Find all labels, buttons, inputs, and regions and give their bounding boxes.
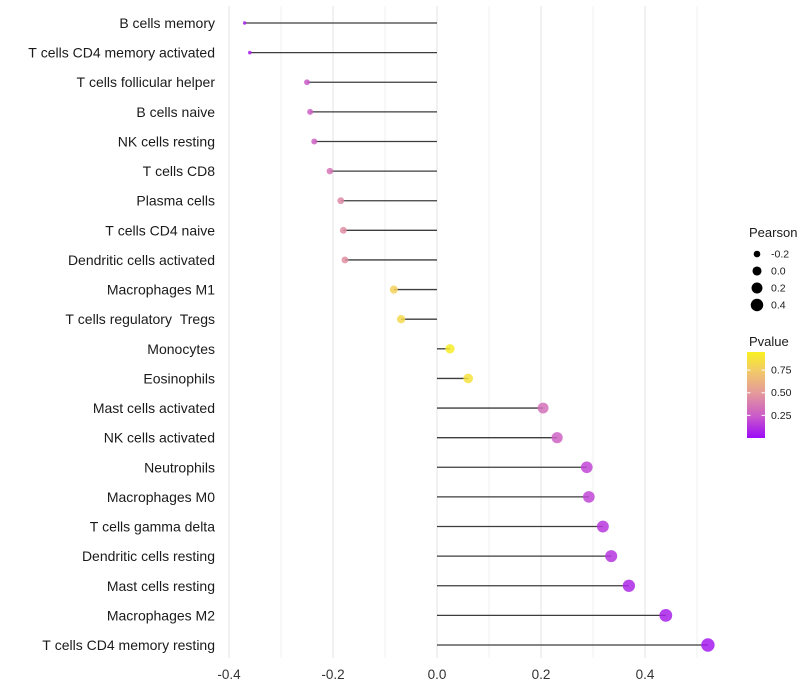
y-axis-label: NK cells resting: [118, 133, 215, 149]
y-axis-label: Mast cells resting: [107, 578, 215, 594]
y-axis-label: T cells CD8: [143, 163, 216, 179]
y-axis-label: T cells follicular helper: [77, 74, 216, 90]
y-axis-label: Plasma cells: [136, 193, 215, 209]
legend-pvalue-tick-label: 0.50: [771, 387, 792, 399]
y-axis-label: B cells naive: [136, 104, 215, 120]
lollipop-point: [339, 226, 347, 234]
lollipop-point: [389, 285, 398, 294]
lollipop-point: [537, 402, 549, 414]
lollipop-point: [463, 373, 474, 384]
legend-size-dot: [753, 250, 761, 258]
x-axis-tick-label: 0.0: [428, 667, 447, 682]
lollipop-point: [580, 461, 593, 474]
x-axis-tick-label: -0.4: [217, 667, 241, 682]
y-axis-label: NK cells activated: [104, 430, 215, 446]
legend-size-dot: [751, 282, 763, 294]
y-axis-label: Macrophages M2: [107, 607, 215, 623]
x-axis-tick-label: -0.2: [321, 667, 344, 682]
legend-pearson-title: Pearson: [749, 225, 797, 240]
gridlines: [228, 6, 698, 658]
lollipop-point: [311, 138, 318, 145]
lollipop-point: [396, 315, 406, 324]
y-axis-label: Dendritic cells resting: [82, 548, 215, 564]
lollipop-point: [605, 550, 618, 563]
legend-pvalue-color: Pvalue 0.75 0.50 0.25: [747, 334, 792, 438]
lollipop-point: [304, 79, 310, 86]
legend-size-label: -0.2: [771, 249, 789, 261]
lollipop-point: [247, 50, 252, 55]
y-axis-labels: B cells memory T cells CD4 memory activat…: [28, 15, 215, 653]
y-axis-label: Eosinophils: [143, 370, 215, 386]
lollipop-point: [596, 520, 609, 533]
y-axis-label: Macrophages M0: [107, 489, 215, 505]
lollipop-point: [326, 167, 334, 175]
x-axis-labels: -0.4 -0.2 0.0 0.2 0.4: [217, 667, 655, 682]
legend-size-dot: [750, 298, 764, 312]
legend-size-label: 0.0: [771, 266, 786, 278]
lollipop-points: [242, 21, 715, 652]
x-axis-tick-label: 0.2: [532, 667, 551, 682]
lollipop-point: [551, 432, 563, 444]
legend-size-dot: [752, 266, 762, 276]
legend-size-label: 0.2: [771, 283, 786, 295]
lollipop-point: [242, 21, 247, 25]
lollipop-point: [341, 256, 349, 264]
y-axis-label: B cells memory: [119, 15, 215, 31]
y-axis-label: T cells CD4 naive: [105, 222, 215, 238]
legend-pvalue-tick-label: 0.25: [771, 410, 792, 422]
y-axis-label: T cells CD4 memory resting: [42, 637, 215, 653]
x-axis-tick-label: 0.4: [636, 667, 655, 682]
y-axis-label: T cells regulatory Tregs: [65, 311, 215, 327]
y-axis-label: Neutrophils: [144, 459, 215, 475]
y-axis-label: Dendritic cells activated: [68, 252, 215, 268]
legend-size-label: 0.4: [771, 300, 786, 312]
y-axis-label: T cells CD4 memory activated: [28, 45, 215, 61]
lollipop-point: [445, 344, 455, 354]
legend-pearson-size: Pearson -0.2 0.0 0.2 0.4: [749, 225, 797, 312]
y-axis-label: Macrophages M1: [107, 282, 215, 298]
y-axis-label: Monocytes: [147, 341, 215, 357]
lollipop-point: [659, 608, 673, 622]
lollipop-point: [337, 197, 345, 205]
lollipop-point: [307, 108, 314, 115]
lollipop-point: [701, 638, 715, 652]
lollipop-point: [582, 491, 595, 503]
y-axis-label: T cells gamma delta: [90, 519, 215, 535]
y-axis-label: Mast cells activated: [93, 400, 215, 416]
legend-pvalue-title: Pvalue: [749, 334, 789, 349]
legend-gradient-bar: [747, 352, 765, 438]
lollipop-stems: [244, 22, 708, 646]
lollipop-point: [622, 579, 636, 592]
legend-pvalue-tick-label: 0.75: [771, 365, 792, 377]
